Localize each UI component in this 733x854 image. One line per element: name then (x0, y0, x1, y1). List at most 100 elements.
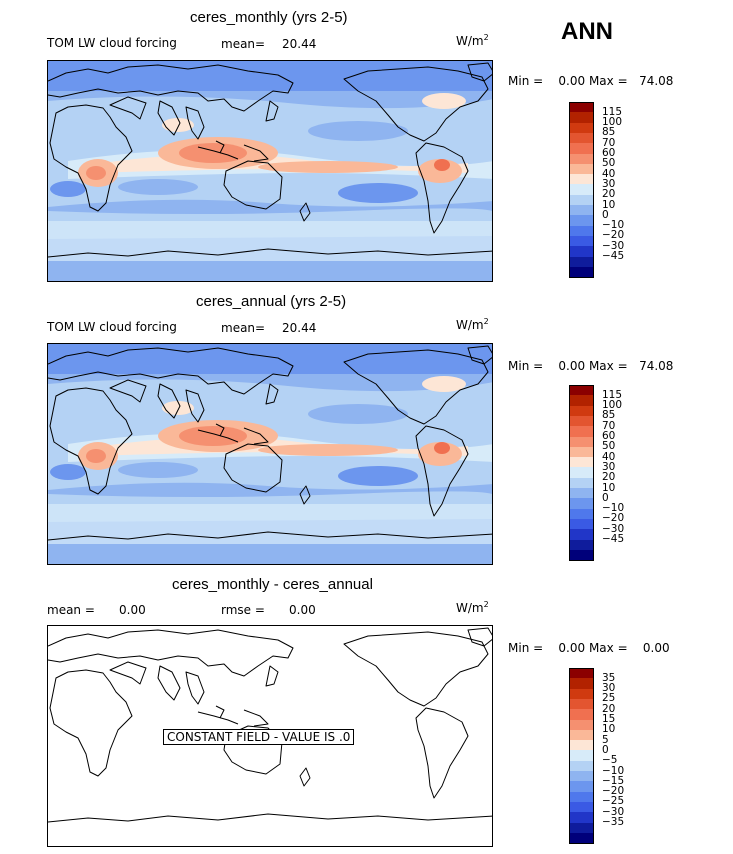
colorbar-tick-label: 40 (602, 450, 616, 463)
panel2-units: W/m2 (456, 317, 489, 332)
colorbar-tick-label: 70 (602, 419, 616, 432)
colorbar-swatch (569, 801, 594, 813)
colorbar-tick-label: −25 (602, 795, 625, 808)
colorbar-swatch (569, 760, 594, 772)
colorbar-swatch (569, 822, 594, 834)
colorbar-swatch (569, 719, 594, 731)
panel3-mean-label: mean = (47, 603, 95, 617)
colorbar-tick-label: 40 (602, 167, 616, 180)
colorbar-tick-label: −10 (602, 764, 625, 777)
colorbar-tick-label: −45 (602, 250, 625, 262)
panel2-mean-label: mean= (221, 321, 266, 335)
colorbar-tick-label: 0 (602, 208, 609, 221)
colorbar-swatch (569, 678, 594, 690)
panel1-map (47, 60, 493, 282)
colorbar-tick-label: −45 (602, 533, 625, 545)
colorbar-swatch (569, 215, 594, 227)
colorbar-tick-label: −20 (602, 512, 625, 525)
colorbar-tick-label: 25 (602, 692, 616, 705)
colorbar-tick-label: −20 (602, 785, 625, 798)
panel3-min-max: Min = 0.00 Max = 0.00 (508, 641, 670, 655)
colorbar-swatch (569, 184, 594, 196)
colorbar-swatch (569, 539, 594, 551)
panel3-mean-value: 0.00 (119, 603, 146, 617)
colorbar-tick-label: 50 (602, 440, 616, 453)
colorbar-tick-label: 60 (602, 147, 616, 159)
colorbar-swatch (569, 812, 594, 823)
colorbar-tick-label: 85 (602, 409, 616, 422)
colorbar-swatch (569, 395, 594, 407)
colorbar-tick-label: 70 (602, 136, 616, 149)
panel3-title: ceres_monthly - ceres_annual (172, 576, 373, 593)
colorbar-swatch (569, 709, 594, 720)
constant-field-note: CONSTANT FIELD - VALUE IS .0 (163, 729, 355, 745)
colorbar-swatch (569, 446, 594, 458)
colorbar-tick-label: 35 (602, 671, 616, 684)
colorbar-tick-label: 50 (602, 157, 616, 170)
colorbar-tick-label: −10 (602, 219, 625, 232)
panel1-mean-label: mean= (221, 37, 266, 51)
colorbar-swatch (569, 132, 594, 144)
panel3-rmse-value: 0.00 (289, 603, 316, 617)
colorbar-swatch (569, 205, 594, 216)
colorbar-swatch (569, 668, 594, 679)
panel1-units: W/m2 (456, 33, 489, 48)
colorbar-swatch (569, 235, 594, 247)
colorbar-tick-label: 115 (602, 388, 623, 401)
colorbar-swatch (569, 740, 594, 751)
colorbar-tick-label: −20 (602, 229, 625, 242)
colorbar-swatch (569, 246, 594, 257)
colorbar-tick-label: 10 (602, 481, 616, 494)
colorbar-swatch (569, 688, 594, 700)
colorbar-swatch (569, 112, 594, 124)
colorbar-swatch (569, 488, 594, 499)
colorbar-swatch (569, 457, 594, 468)
colorbar-swatch (569, 102, 594, 113)
colorbar-swatch (569, 225, 594, 237)
colorbar-swatch (569, 729, 594, 741)
panel3-rmse-label: rmse = (221, 603, 265, 617)
colorbar-tick-label: 20 (602, 188, 616, 201)
colorbar-swatch (569, 256, 594, 268)
panel3-units: W/m2 (456, 600, 489, 615)
colorbar-tick-label: 30 (602, 460, 616, 473)
panel1-variable: TOM LW cloud forcing (47, 36, 177, 50)
colorbar-tick-label: 10 (602, 723, 616, 736)
colorbar-tick-label: 10 (602, 198, 616, 211)
season-label: ANN (561, 18, 613, 45)
colorbar-swatch (569, 122, 594, 134)
colorbar-tick-label: 5 (602, 733, 609, 746)
colorbar-tick-label: 30 (602, 682, 616, 695)
colorbar-tick-label: −30 (602, 522, 625, 535)
colorbar-swatch (569, 194, 594, 206)
panel1-title: ceres_monthly (yrs 2-5) (190, 9, 348, 26)
colorbar-swatch (569, 415, 594, 427)
colorbar-tick-label: 85 (602, 126, 616, 139)
panel2-mean-value: 20.44 (282, 321, 317, 335)
colorbar-tick-label: 0 (602, 743, 609, 756)
colorbar-swatch (569, 781, 594, 793)
colorbar-swatch (569, 163, 594, 175)
panel2-map (47, 343, 493, 565)
panel2-min-max: Min = 0.00 Max = 74.08 (508, 359, 674, 373)
colorbar-swatch (569, 405, 594, 417)
panel1-min-max: Min = 0.00 Max = 74.08 (508, 74, 674, 88)
panel2-variable: TOM LW cloud forcing (47, 320, 177, 334)
panel2-title: ceres_annual (yrs 2-5) (196, 293, 347, 310)
colorbar-tick-label: −30 (602, 239, 625, 252)
colorbar-swatch (569, 153, 594, 165)
panel1-mean-value: 20.44 (282, 37, 317, 51)
colorbar-swatch (569, 508, 594, 520)
colorbar-swatch (569, 477, 594, 489)
colorbar-tick-label: 100 (602, 116, 623, 129)
colorbar-swatch (569, 698, 594, 710)
colorbar-swatch (569, 549, 594, 561)
colorbar-swatch (569, 518, 594, 530)
colorbar-swatch (569, 771, 594, 782)
colorbar-swatch (569, 266, 594, 278)
colorbar-swatch (569, 385, 594, 396)
colorbar-swatch (569, 174, 594, 185)
colorbar-tick-label: 20 (602, 702, 616, 715)
colorbar-swatch (569, 529, 594, 540)
colorbar-tick-label: 30 (602, 177, 616, 190)
